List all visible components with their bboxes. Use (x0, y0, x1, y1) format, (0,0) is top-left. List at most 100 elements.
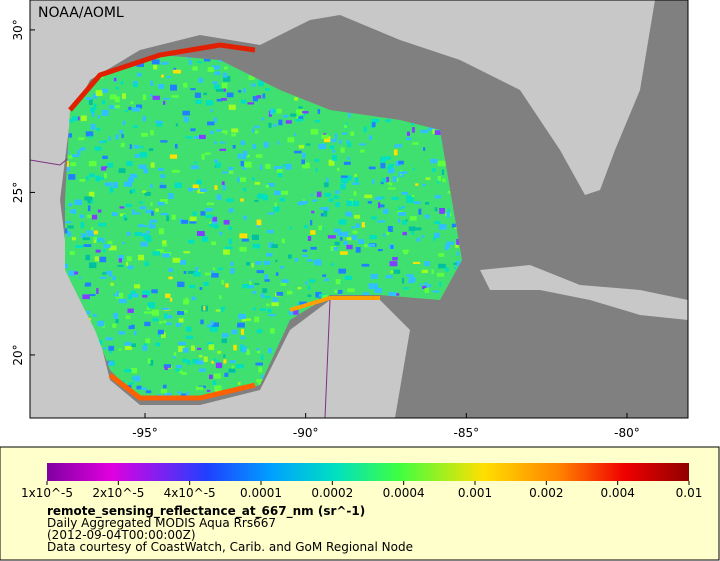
speckle (127, 177, 134, 183)
speckle (168, 276, 173, 280)
speckle (128, 382, 134, 385)
speckle (218, 267, 223, 270)
speckle (254, 199, 259, 202)
speckle (200, 319, 204, 325)
speckle (254, 316, 260, 323)
speckle (359, 143, 367, 146)
speckle (438, 263, 446, 269)
speckle (99, 276, 107, 279)
speckle (147, 302, 156, 308)
speckle (162, 384, 167, 389)
speckle (339, 139, 342, 145)
speckle (264, 279, 270, 282)
speckle (74, 271, 79, 275)
speckle (217, 350, 221, 354)
speckle (105, 337, 113, 341)
speckle (292, 310, 299, 315)
speckle (318, 225, 323, 231)
speckle (307, 235, 312, 241)
speckle (103, 172, 107, 179)
speckle (249, 280, 252, 285)
speckle (240, 160, 244, 167)
speckle (243, 150, 248, 157)
speckle (273, 190, 281, 196)
speckle (126, 231, 131, 236)
speckle (142, 94, 147, 101)
speckle (124, 110, 128, 113)
speckle (199, 354, 203, 358)
speckle (387, 166, 392, 170)
speckle (102, 88, 108, 93)
speckle (334, 241, 340, 246)
speckle (152, 251, 161, 256)
speckle (97, 237, 103, 241)
speckle (353, 191, 357, 196)
speckle (264, 88, 270, 91)
speckle (131, 343, 136, 347)
speckle (151, 289, 158, 294)
speckle (387, 181, 391, 185)
speckle (381, 196, 385, 199)
speckle (145, 209, 153, 214)
speckle (384, 156, 391, 160)
speckle (208, 344, 215, 351)
speckle (302, 162, 310, 169)
speckle (257, 193, 266, 199)
speckle (388, 291, 396, 296)
speckle (251, 128, 255, 133)
speckle (125, 315, 131, 319)
speckle (456, 251, 460, 256)
speckle (221, 279, 224, 285)
speckle (380, 181, 384, 185)
speckle (398, 160, 404, 165)
speckle (240, 336, 246, 340)
speckle (301, 159, 306, 165)
speckle (166, 314, 173, 319)
speckle (346, 175, 352, 181)
speckle (274, 202, 277, 207)
speckle (177, 311, 185, 315)
speckle (262, 194, 268, 201)
speckle (118, 168, 126, 174)
speckle (432, 129, 435, 134)
speckle (330, 138, 337, 143)
speckle (72, 208, 77, 215)
speckle (121, 242, 125, 245)
speckle (344, 124, 348, 129)
speckle (438, 253, 445, 257)
speckle (401, 277, 405, 284)
speckle (437, 272, 445, 277)
speckle (221, 181, 225, 185)
speckle (439, 281, 442, 288)
speckle (390, 270, 394, 274)
speckle (115, 292, 124, 299)
speckle (200, 211, 206, 216)
speckle (240, 198, 244, 202)
speckle (283, 114, 289, 118)
speckle (122, 120, 126, 126)
speckle (144, 321, 151, 327)
speckle (287, 137, 295, 143)
speckle (122, 93, 126, 99)
speckle (430, 158, 438, 164)
colorbar-label: 0.0001 (240, 486, 282, 500)
speckle (347, 142, 352, 148)
speckle (179, 218, 183, 224)
speckle (422, 285, 427, 290)
speckle (72, 116, 78, 121)
speckle (434, 130, 442, 135)
speckle (260, 308, 266, 312)
speckle (129, 190, 133, 194)
speckle (262, 288, 268, 293)
speckle (260, 354, 264, 361)
speckle (214, 185, 218, 190)
speckle (192, 211, 197, 216)
speckle (186, 117, 190, 122)
speckle (295, 109, 304, 116)
speckle (392, 256, 398, 261)
speckle (113, 312, 119, 319)
speckle (182, 110, 190, 116)
speckle (222, 184, 226, 191)
speckle (130, 367, 138, 374)
speckle (223, 249, 230, 255)
